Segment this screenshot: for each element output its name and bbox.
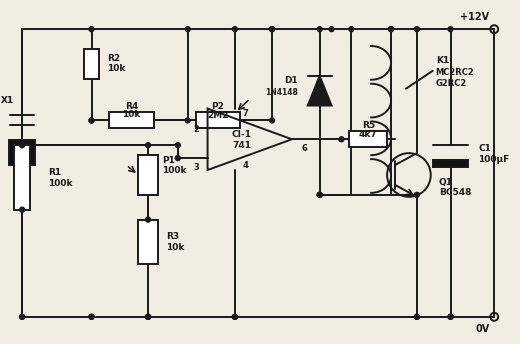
Circle shape bbox=[89, 314, 94, 319]
Circle shape bbox=[232, 314, 237, 319]
Text: 7: 7 bbox=[243, 109, 249, 118]
Text: CI-1: CI-1 bbox=[232, 130, 252, 139]
Text: 100k: 100k bbox=[48, 179, 72, 188]
Text: K1: K1 bbox=[436, 56, 449, 65]
Circle shape bbox=[146, 143, 151, 148]
Circle shape bbox=[448, 27, 453, 32]
Circle shape bbox=[20, 143, 24, 148]
Text: R1: R1 bbox=[48, 168, 61, 177]
Bar bbox=[349, 131, 387, 147]
Circle shape bbox=[89, 118, 94, 123]
Circle shape bbox=[269, 27, 275, 32]
Circle shape bbox=[414, 314, 419, 319]
Text: R3
10k: R3 10k bbox=[166, 232, 184, 251]
Text: P2: P2 bbox=[212, 102, 225, 111]
Circle shape bbox=[146, 314, 151, 319]
Text: R5: R5 bbox=[362, 121, 375, 130]
Circle shape bbox=[146, 314, 151, 319]
Text: R2: R2 bbox=[108, 54, 121, 63]
Text: C1: C1 bbox=[478, 144, 491, 153]
Text: G2RC2: G2RC2 bbox=[436, 79, 467, 88]
Text: 741: 741 bbox=[232, 141, 251, 150]
Circle shape bbox=[414, 27, 419, 32]
Text: 4: 4 bbox=[243, 161, 249, 170]
Bar bbox=[84, 49, 99, 79]
Text: 100k: 100k bbox=[162, 165, 187, 174]
Circle shape bbox=[175, 155, 180, 161]
Text: 2: 2 bbox=[194, 125, 200, 134]
Circle shape bbox=[388, 27, 394, 32]
Text: 1N4148: 1N4148 bbox=[265, 88, 298, 97]
Circle shape bbox=[388, 27, 394, 32]
Circle shape bbox=[269, 27, 275, 32]
Text: 10k: 10k bbox=[108, 64, 126, 73]
Circle shape bbox=[329, 27, 334, 32]
Bar bbox=[433, 160, 469, 167]
Circle shape bbox=[448, 314, 453, 319]
Circle shape bbox=[89, 314, 94, 319]
Circle shape bbox=[185, 118, 190, 123]
Circle shape bbox=[232, 314, 237, 319]
Text: 6: 6 bbox=[302, 144, 308, 153]
Polygon shape bbox=[308, 76, 332, 106]
Circle shape bbox=[414, 314, 419, 319]
Circle shape bbox=[20, 314, 24, 319]
Circle shape bbox=[269, 118, 275, 123]
Circle shape bbox=[146, 217, 151, 222]
Text: 2M2: 2M2 bbox=[207, 111, 229, 120]
Bar bbox=[196, 112, 240, 128]
Circle shape bbox=[20, 314, 24, 319]
Circle shape bbox=[339, 137, 344, 142]
Text: Q1: Q1 bbox=[439, 179, 453, 187]
Circle shape bbox=[89, 27, 94, 32]
Text: R4: R4 bbox=[125, 102, 138, 111]
Circle shape bbox=[89, 118, 94, 123]
Text: MC2RC2: MC2RC2 bbox=[436, 68, 474, 77]
Circle shape bbox=[146, 314, 151, 319]
Bar bbox=[14, 145, 30, 210]
Text: P1: P1 bbox=[162, 155, 175, 164]
Circle shape bbox=[185, 27, 190, 32]
Text: +12V: +12V bbox=[460, 12, 489, 22]
Circle shape bbox=[232, 27, 237, 32]
Circle shape bbox=[175, 143, 180, 148]
Bar bbox=[109, 112, 154, 128]
Circle shape bbox=[349, 27, 354, 32]
Text: 10k: 10k bbox=[123, 110, 141, 119]
Bar bbox=[9, 140, 35, 165]
Bar bbox=[138, 219, 158, 264]
Circle shape bbox=[414, 192, 419, 197]
Text: 0V: 0V bbox=[475, 324, 489, 334]
Circle shape bbox=[317, 27, 322, 32]
Text: BC548: BC548 bbox=[439, 188, 471, 197]
Circle shape bbox=[448, 314, 453, 319]
Circle shape bbox=[20, 207, 24, 212]
Bar bbox=[138, 155, 158, 195]
Circle shape bbox=[317, 192, 322, 197]
Text: 4k7: 4k7 bbox=[359, 130, 378, 139]
Circle shape bbox=[317, 192, 322, 197]
Text: 3: 3 bbox=[194, 163, 200, 172]
Text: X1: X1 bbox=[1, 96, 14, 105]
Text: D1: D1 bbox=[284, 76, 298, 85]
Text: 100μF: 100μF bbox=[478, 154, 510, 164]
